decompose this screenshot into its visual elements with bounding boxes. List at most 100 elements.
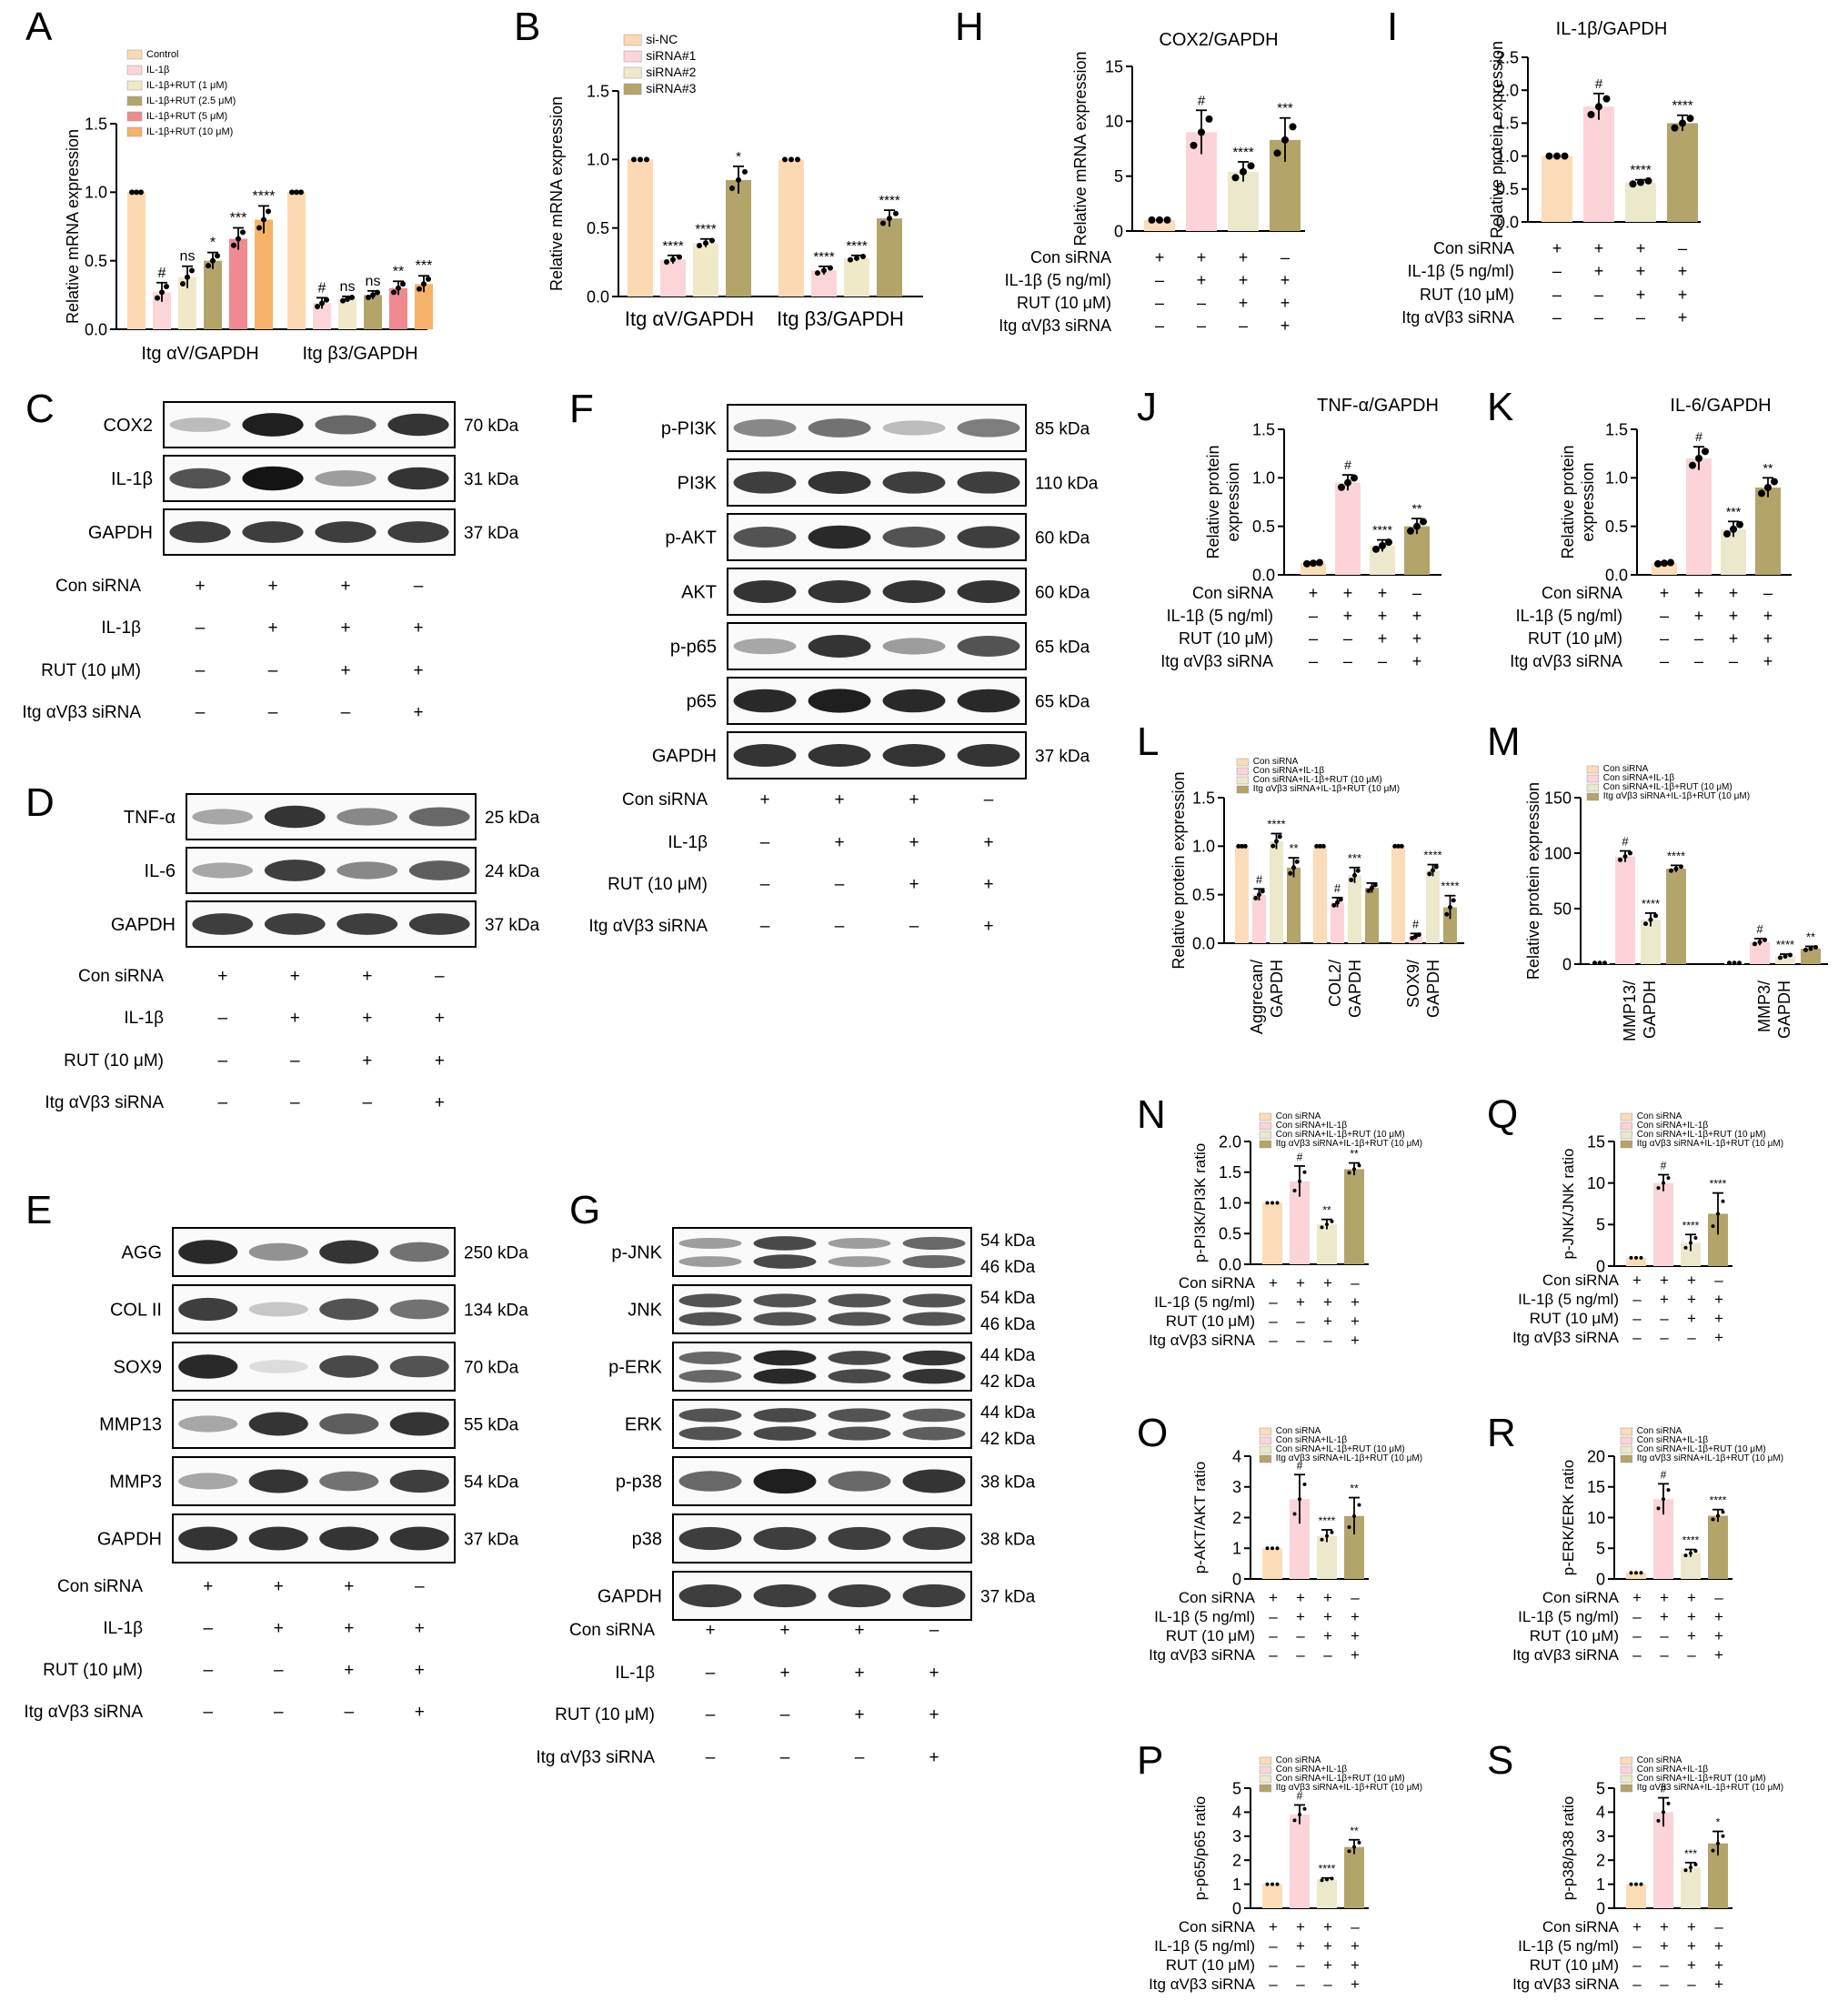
blot-band-G <box>828 1369 891 1383</box>
treatment-sign-H: + <box>1239 271 1249 289</box>
treatment-label-I: IL-1β (5 ng/ml) <box>1408 262 1514 280</box>
data-point-A <box>396 285 401 291</box>
y-tick-label-I: 0.0 <box>1496 213 1519 231</box>
y-tick-label-P: 5 <box>1232 1779 1241 1797</box>
blot-band-E <box>319 1413 379 1435</box>
data-point-B <box>644 156 649 163</box>
treatment-label-H: IL-1β (5 ng/ml) <box>1005 271 1111 289</box>
significance-mark-A: # <box>158 266 166 281</box>
data-point-I <box>1637 178 1644 186</box>
treatment-sign-E: + <box>274 1619 284 1638</box>
legend-label-M: Itg αVβ3 siRNA+IL-1β+RUT (10 μM) <box>1603 791 1750 801</box>
treatment-sign-K: – <box>1660 652 1669 670</box>
treatment-label-G: Con siRNA <box>569 1621 655 1640</box>
panel-letter-A: A <box>25 5 53 49</box>
treatment-sign-F: – <box>760 833 770 852</box>
treatment-label-E: Con siRNA <box>57 1577 143 1596</box>
treatment-label-F: Con siRNA <box>622 790 708 809</box>
treatment-sign-Q: + <box>1660 1291 1669 1308</box>
blot-band-label-E: GAPDH <box>97 1530 162 1550</box>
data-point-M <box>1763 937 1767 942</box>
significance-mark-B: **** <box>879 193 900 208</box>
y-tick-label-L: 1.0 <box>1192 838 1215 856</box>
treatment-sign-G: – <box>706 1705 716 1724</box>
blot-band-G <box>678 1471 742 1492</box>
legend-swatch-S <box>1620 1784 1633 1793</box>
data-point-J <box>1351 474 1358 482</box>
treatment-sign-S: – <box>1714 1918 1723 1936</box>
data-point-O <box>1265 1546 1270 1551</box>
data-point-L <box>1240 843 1244 849</box>
data-point-R <box>1689 1551 1692 1555</box>
bar-M <box>1641 920 1661 964</box>
treatment-sign-H: + <box>1197 271 1207 289</box>
category-label-B: Itg β3/GAPDH <box>777 307 904 330</box>
treatment-label-Q: Con siRNA <box>1542 1272 1620 1289</box>
blot-box-G <box>672 1284 972 1334</box>
significance-mark-B: **** <box>662 238 684 254</box>
bar-I <box>1625 182 1656 222</box>
data-point-S <box>1716 1841 1720 1845</box>
blot-band-G <box>678 1293 742 1308</box>
blot-band-F <box>882 580 946 603</box>
data-point-A <box>298 189 304 196</box>
treatment-label-N: Itg αVβ3 siRNA <box>1149 1332 1256 1349</box>
blot-band-label-F: p65 <box>687 692 717 712</box>
data-point-P <box>1302 1806 1307 1811</box>
data-point-N <box>1270 1201 1274 1205</box>
legend-swatch-N <box>1259 1112 1272 1121</box>
treatment-sign-F: + <box>759 790 769 809</box>
legend-label-R: Con siRNA+IL-1β+RUT (10 μM) <box>1637 1444 1766 1454</box>
treatment-sign-I: + <box>1636 286 1646 304</box>
treatment-sign-O: + <box>1351 1646 1360 1664</box>
treatment-sign-R: + <box>1714 1646 1723 1664</box>
blot-band-G <box>753 1312 817 1326</box>
data-point-R <box>1716 1513 1720 1518</box>
y-tick-label-R: 10 <box>1587 1509 1605 1527</box>
data-point-Q <box>1683 1245 1688 1250</box>
treatment-sign-K: – <box>1694 652 1703 670</box>
data-point-B <box>893 210 899 216</box>
treatment-sign-N: – <box>1296 1312 1305 1330</box>
legend-label-L: Con siRNA+IL-1β+RUT (10 μM) <box>1253 775 1382 785</box>
legend-swatch-N <box>1259 1131 1272 1140</box>
data-point-I <box>1561 152 1569 160</box>
treatment-sign-C: – <box>341 703 351 722</box>
treatment-sign-D: + <box>435 1051 445 1071</box>
data-point-S <box>1666 1801 1671 1805</box>
y-tick-label-P: 4 <box>1232 1804 1241 1822</box>
legend-label-P: Con siRNA+IL-1β+RUT (10 μM) <box>1276 1774 1405 1784</box>
significance-mark-S: # <box>1661 1783 1667 1795</box>
data-point-A <box>366 295 371 301</box>
significance-mark-A: *** <box>416 258 433 274</box>
blot-band-C <box>387 467 449 490</box>
blot-band-G <box>678 1426 742 1441</box>
treatment-sign-H: + <box>1281 271 1291 289</box>
treatment-sign-O: – <box>1296 1646 1305 1664</box>
data-point-B <box>631 156 637 163</box>
data-point-Q <box>1639 1255 1643 1260</box>
treatment-sign-R: – <box>1660 1646 1669 1664</box>
data-point-L <box>1270 843 1276 849</box>
y-tick-label-B: 0.0 <box>587 287 609 306</box>
treatment-sign-P: + <box>1351 1976 1360 1993</box>
significance-mark-K: ** <box>1763 460 1773 475</box>
data-point-L <box>1331 902 1337 908</box>
significance-mark-L: # <box>1256 872 1263 886</box>
y-tick-label-J: 0.0 <box>1252 566 1275 584</box>
data-point-L <box>1416 932 1421 938</box>
treatment-sign-E: – <box>274 1703 284 1722</box>
blot-band-F <box>733 689 797 713</box>
bar-M <box>1666 869 1686 964</box>
data-point-Q <box>1689 1241 1692 1245</box>
panel-letter-J: J <box>1137 385 1157 429</box>
blot-band-D <box>336 808 398 826</box>
data-point-M <box>1788 952 1793 958</box>
legend-label-O: Con siRNA <box>1276 1426 1321 1436</box>
legend-swatch-M <box>1586 774 1600 783</box>
legend-swatch-L <box>1236 767 1250 776</box>
treatment-label-F: Itg αVβ3 siRNA <box>588 917 708 936</box>
treatment-sign-H: – <box>1239 317 1248 335</box>
data-point-O <box>1347 1524 1351 1529</box>
treatment-sign-P: – <box>1269 1976 1278 1993</box>
